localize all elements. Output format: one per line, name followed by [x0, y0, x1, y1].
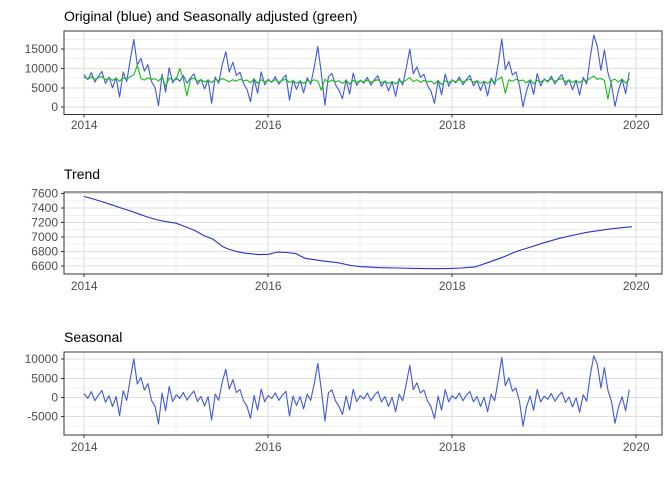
- y-tick-label: 0: [51, 390, 58, 404]
- y-tick-label: -5000: [27, 409, 58, 423]
- x-tick-label: 2014: [71, 440, 98, 454]
- panel-seasonal: 2014 2016 2018 2020 -5000 0 5000 10000: [25, 351, 663, 454]
- y-tick-label: 6800: [31, 244, 58, 258]
- x-tick-label: 2018: [439, 440, 466, 454]
- panel-background: [64, 192, 662, 274]
- panel-original: 2014 2016 2018 2020 0 5000 10000 15000: [25, 30, 663, 132]
- y-tick-label: 7400: [31, 201, 58, 215]
- y-tick-label: 7600: [31, 187, 58, 201]
- y-tick-label: 0: [51, 100, 58, 114]
- panel-title-trend: Trend: [64, 166, 101, 182]
- x-tick-label: 2018: [439, 279, 466, 293]
- panel-border: [63, 30, 663, 115]
- y-tick-label: 6600: [31, 259, 58, 273]
- series-line-seasonal: [83, 355, 630, 427]
- x-tick-label: 2016: [255, 118, 282, 132]
- panel-title-original: Original (blue) and Seasonally adjusted …: [64, 8, 358, 24]
- x-tick-label: 2020: [623, 440, 650, 454]
- series-line-trend: [83, 195, 633, 270]
- panel-border: [63, 191, 663, 275]
- y-tick-label: 5000: [31, 81, 58, 95]
- x-tick-label: 2020: [623, 118, 650, 132]
- y-tick-label: 5000: [31, 371, 58, 385]
- x-tick-label: 2020: [623, 279, 650, 293]
- y-tick-label: 7000: [31, 230, 58, 244]
- x-tick-label: 2016: [255, 440, 282, 454]
- x-tick-label: 2014: [71, 279, 98, 293]
- x-tick-label: 2016: [255, 279, 282, 293]
- panel-background: [64, 31, 662, 115]
- panel-border: [63, 351, 663, 436]
- y-tick-label: 10000: [25, 352, 59, 366]
- series-line-seasonally-adjusted: [83, 64, 630, 100]
- x-tick-label: 2014: [71, 118, 98, 132]
- x-tick-label: 2018: [439, 118, 466, 132]
- panel-background: [64, 352, 662, 435]
- y-tick-label: 15000: [25, 42, 59, 56]
- y-tick-label: 7200: [31, 215, 58, 229]
- panel-title-seasonal: Seasonal: [64, 329, 123, 345]
- y-tick-label: 10000: [25, 61, 59, 75]
